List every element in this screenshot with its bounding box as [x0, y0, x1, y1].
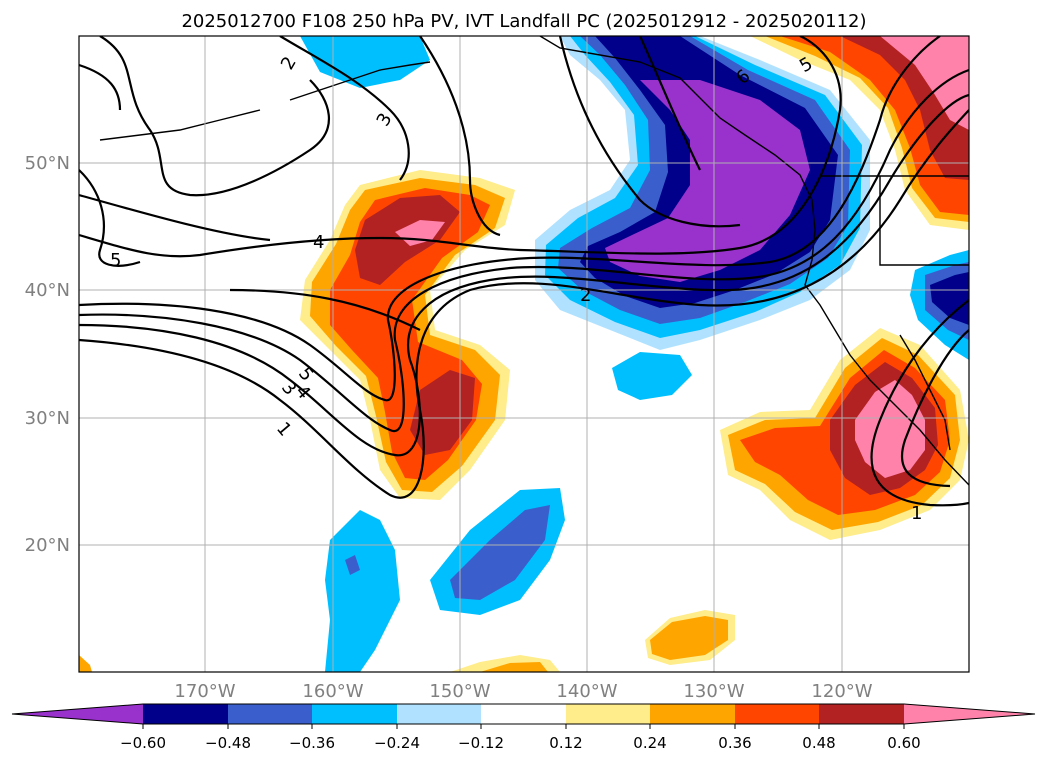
colorbar-tick-label: 0.12 — [549, 734, 582, 752]
colorbar-segment — [735, 704, 819, 724]
lat-label-40n: 40°N — [25, 280, 70, 301]
coastlines — [99, 36, 969, 486]
lon-label-140w: 140°W — [556, 681, 617, 702]
colorbar-tick-label: −0.48 — [205, 734, 251, 752]
lat-label-50n: 50°N — [25, 153, 70, 174]
lon-label-160w: 160°W — [302, 681, 363, 702]
lat-label-30n: 30°N — [25, 408, 70, 429]
contour-label: 1 — [911, 503, 922, 524]
longitude-labels: 170°W 160°W 150°W 140°W 130°W 120°W — [174, 681, 872, 702]
colorbar-segment — [397, 704, 481, 724]
lon-label-150w: 150°W — [429, 681, 490, 702]
figure-title: 2025012700 F108 250 hPa PV, IVT Landfall… — [181, 11, 866, 32]
latitude-labels: 50°N 40°N 30°N 20°N — [25, 153, 70, 556]
colorbar-segment — [819, 704, 904, 724]
colorbar-ticks — [142, 724, 905, 729]
colorbar-tick-label: −0.12 — [458, 734, 504, 752]
contour-label: 4 — [313, 232, 324, 253]
colorbar-segment — [650, 704, 735, 724]
colorbar: −0.60 −0.48 −0.36 −0.24 −0.12 0.12 0.24 … — [11, 703, 1036, 752]
colorbar-segment — [228, 704, 312, 724]
lon-label-170w: 170°W — [174, 681, 235, 702]
colorbar-segment — [312, 704, 397, 724]
lon-label-130w: 130°W — [683, 681, 744, 702]
colorbar-tick-labels: −0.60 −0.48 −0.36 −0.24 −0.12 0.12 0.24 … — [120, 734, 921, 752]
colorbar-tick-label: −0.60 — [120, 734, 166, 752]
colorbar-tick-label: 0.36 — [718, 734, 751, 752]
colorbar-segment — [481, 704, 566, 724]
colorbar-tick-label: −0.36 — [289, 734, 335, 752]
colorbar-tick-label: 0.48 — [802, 734, 835, 752]
pv-contours — [79, 36, 969, 507]
colorbar-tick-label: −0.24 — [374, 734, 420, 752]
colorbar-segment — [566, 704, 650, 724]
colorbar-segment — [143, 704, 228, 724]
lon-label-120w: 120°W — [811, 681, 872, 702]
colorbar-low-extension — [12, 704, 143, 724]
graticule — [79, 36, 969, 672]
lat-label-20n: 20°N — [25, 535, 70, 556]
contour-label: 5 — [110, 250, 121, 271]
map-panel: 2 3 4 5 5 4 3 1 2 6 5 1 — [79, 36, 969, 672]
contour-label: 2 — [580, 285, 591, 306]
colorbar-tick-label: 0.24 — [633, 734, 666, 752]
colorbar-high-extension — [904, 704, 1035, 724]
colorbar-tick-label: 0.60 — [887, 734, 920, 752]
map-frame — [78, 35, 970, 673]
